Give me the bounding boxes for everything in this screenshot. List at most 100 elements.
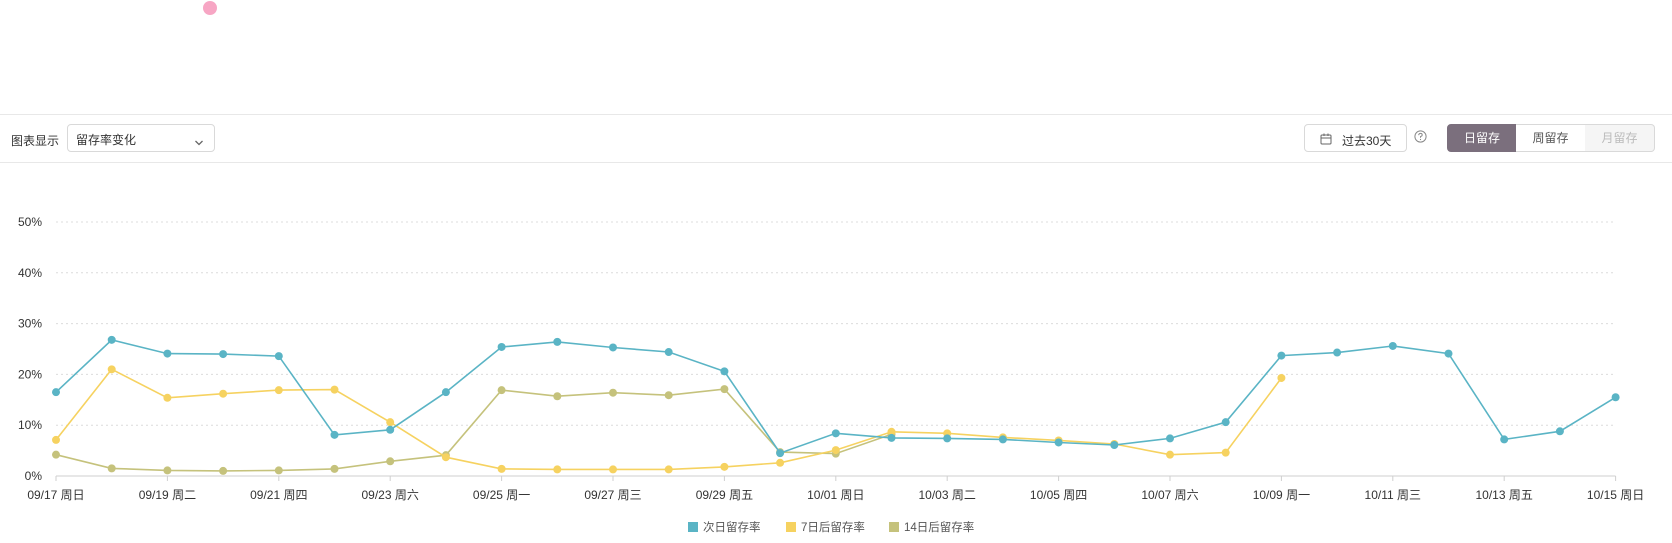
data-point — [386, 425, 395, 434]
data-point — [441, 388, 450, 397]
data-point — [831, 429, 840, 438]
tab-daily-retention[interactable]: 日留存 — [1447, 124, 1517, 152]
data-point — [1277, 351, 1286, 360]
x-tick-label: 09/29 周五 — [696, 488, 753, 502]
x-tick-label: 10/07 周六 — [1141, 488, 1198, 502]
legend-label: 次日留存率 — [703, 522, 761, 534]
calendar-icon — [1320, 132, 1332, 150]
data-point — [1277, 373, 1286, 382]
retention-chart-panel: 图表显示 留存率变化 过去30天 — [0, 114, 1672, 543]
x-tick-label: 10/05 周四 — [1030, 488, 1087, 502]
decorative-dot — [203, 1, 217, 15]
data-point — [330, 464, 339, 473]
legend-swatch — [786, 522, 796, 532]
data-point — [497, 342, 506, 351]
data-point — [664, 391, 673, 400]
data-point — [1611, 393, 1620, 402]
data-point — [1333, 348, 1342, 357]
data-point — [1110, 441, 1119, 450]
legend-item[interactable]: 7日后留存率 — [786, 519, 865, 535]
legend-swatch — [889, 522, 899, 532]
chart-legend: 次日留存率 7日后留存率 14日后留存率 — [0, 519, 1672, 535]
legend-label: 7日后留存率 — [801, 522, 865, 534]
data-point — [1166, 434, 1174, 443]
tab-weekly-retention[interactable]: 周留存 — [1516, 124, 1586, 152]
data-point — [1221, 448, 1230, 457]
retention-line-chart: 0% 10% 20% 30% 40% 50% 09/17 周日 09/19 周二 09/21 周… — [18, 215, 1644, 502]
legend-item[interactable]: 14日后留存率 — [889, 519, 974, 535]
data-point — [720, 385, 729, 394]
chart-type-select[interactable]: 留存率变化 — [67, 124, 215, 152]
x-tick-label: 10/01 周日 — [807, 488, 864, 502]
data-point — [441, 453, 450, 462]
data-point — [274, 386, 283, 395]
x-tick-label: 09/23 周六 — [362, 488, 419, 502]
chart-display-label: 图表显示 — [11, 134, 60, 148]
data-point — [609, 388, 617, 397]
data-point — [52, 450, 60, 459]
data-point — [219, 350, 228, 359]
data-point — [553, 465, 562, 474]
x-tick-label: 10/11 周三 — [1365, 488, 1421, 502]
data-point — [1444, 349, 1453, 358]
x-tick-label: 09/25 周一 — [473, 488, 530, 502]
data-point — [52, 388, 60, 397]
data-point — [609, 465, 617, 474]
data-point — [776, 458, 785, 467]
data-point — [1221, 418, 1230, 427]
chevron-down-icon — [194, 134, 204, 152]
data-point — [163, 349, 172, 358]
data-point — [1500, 435, 1509, 444]
y-tick-label: 40% — [18, 266, 42, 280]
data-point — [107, 365, 116, 374]
y-tick-label: 0% — [25, 469, 43, 483]
help-icon[interactable] — [1414, 130, 1427, 148]
data-point — [274, 466, 283, 475]
date-range-label: 过去30天 — [1342, 134, 1392, 148]
x-tick-label: 09/21 周四 — [250, 488, 307, 502]
x-tick-label: 10/03 周二 — [919, 488, 976, 502]
data-point — [163, 466, 172, 475]
y-tick-label: 30% — [18, 317, 42, 331]
data-point — [720, 462, 729, 471]
date-range-button[interactable]: 过去30天 — [1304, 124, 1407, 152]
data-point — [219, 466, 228, 475]
legend-item[interactable]: 次日留存率 — [688, 519, 761, 535]
data-point — [386, 418, 395, 427]
data-point — [609, 343, 617, 352]
data-point — [497, 464, 506, 473]
data-point — [664, 348, 673, 357]
data-point — [1388, 341, 1397, 350]
data-point — [107, 335, 116, 344]
data-point — [776, 449, 785, 458]
data-point — [219, 389, 228, 398]
x-tick-label: 09/27 周三 — [584, 488, 641, 502]
y-tick-label: 20% — [18, 367, 42, 381]
data-point — [887, 433, 896, 442]
legend-swatch — [688, 522, 698, 532]
data-point — [386, 457, 395, 466]
data-point — [887, 427, 896, 436]
chart-toolbar: 图表显示 留存率变化 过去30天 — [0, 115, 1672, 163]
data-point — [553, 392, 562, 401]
data-point — [163, 393, 172, 402]
data-point — [52, 435, 60, 444]
data-point — [330, 385, 339, 394]
series-line-2 — [55, 368, 1283, 471]
data-point — [553, 337, 562, 346]
data-point — [274, 352, 283, 361]
x-tick-label: 10/13 周五 — [1476, 488, 1533, 502]
y-tick-label: 50% — [18, 215, 42, 229]
data-point — [720, 367, 729, 376]
data-point — [107, 464, 116, 473]
legend-label: 14日后留存率 — [904, 522, 975, 534]
data-point — [1054, 438, 1063, 447]
x-tick-label: 09/19 周二 — [139, 488, 196, 502]
x-tick-label: 10/15 周日 — [1587, 488, 1644, 502]
data-point — [998, 435, 1007, 444]
data-point — [943, 434, 952, 443]
tab-monthly-retention[interactable]: 月留存 — [1585, 124, 1655, 152]
data-point — [1166, 450, 1174, 459]
series-line-3 — [55, 388, 892, 472]
data-point — [664, 465, 673, 474]
